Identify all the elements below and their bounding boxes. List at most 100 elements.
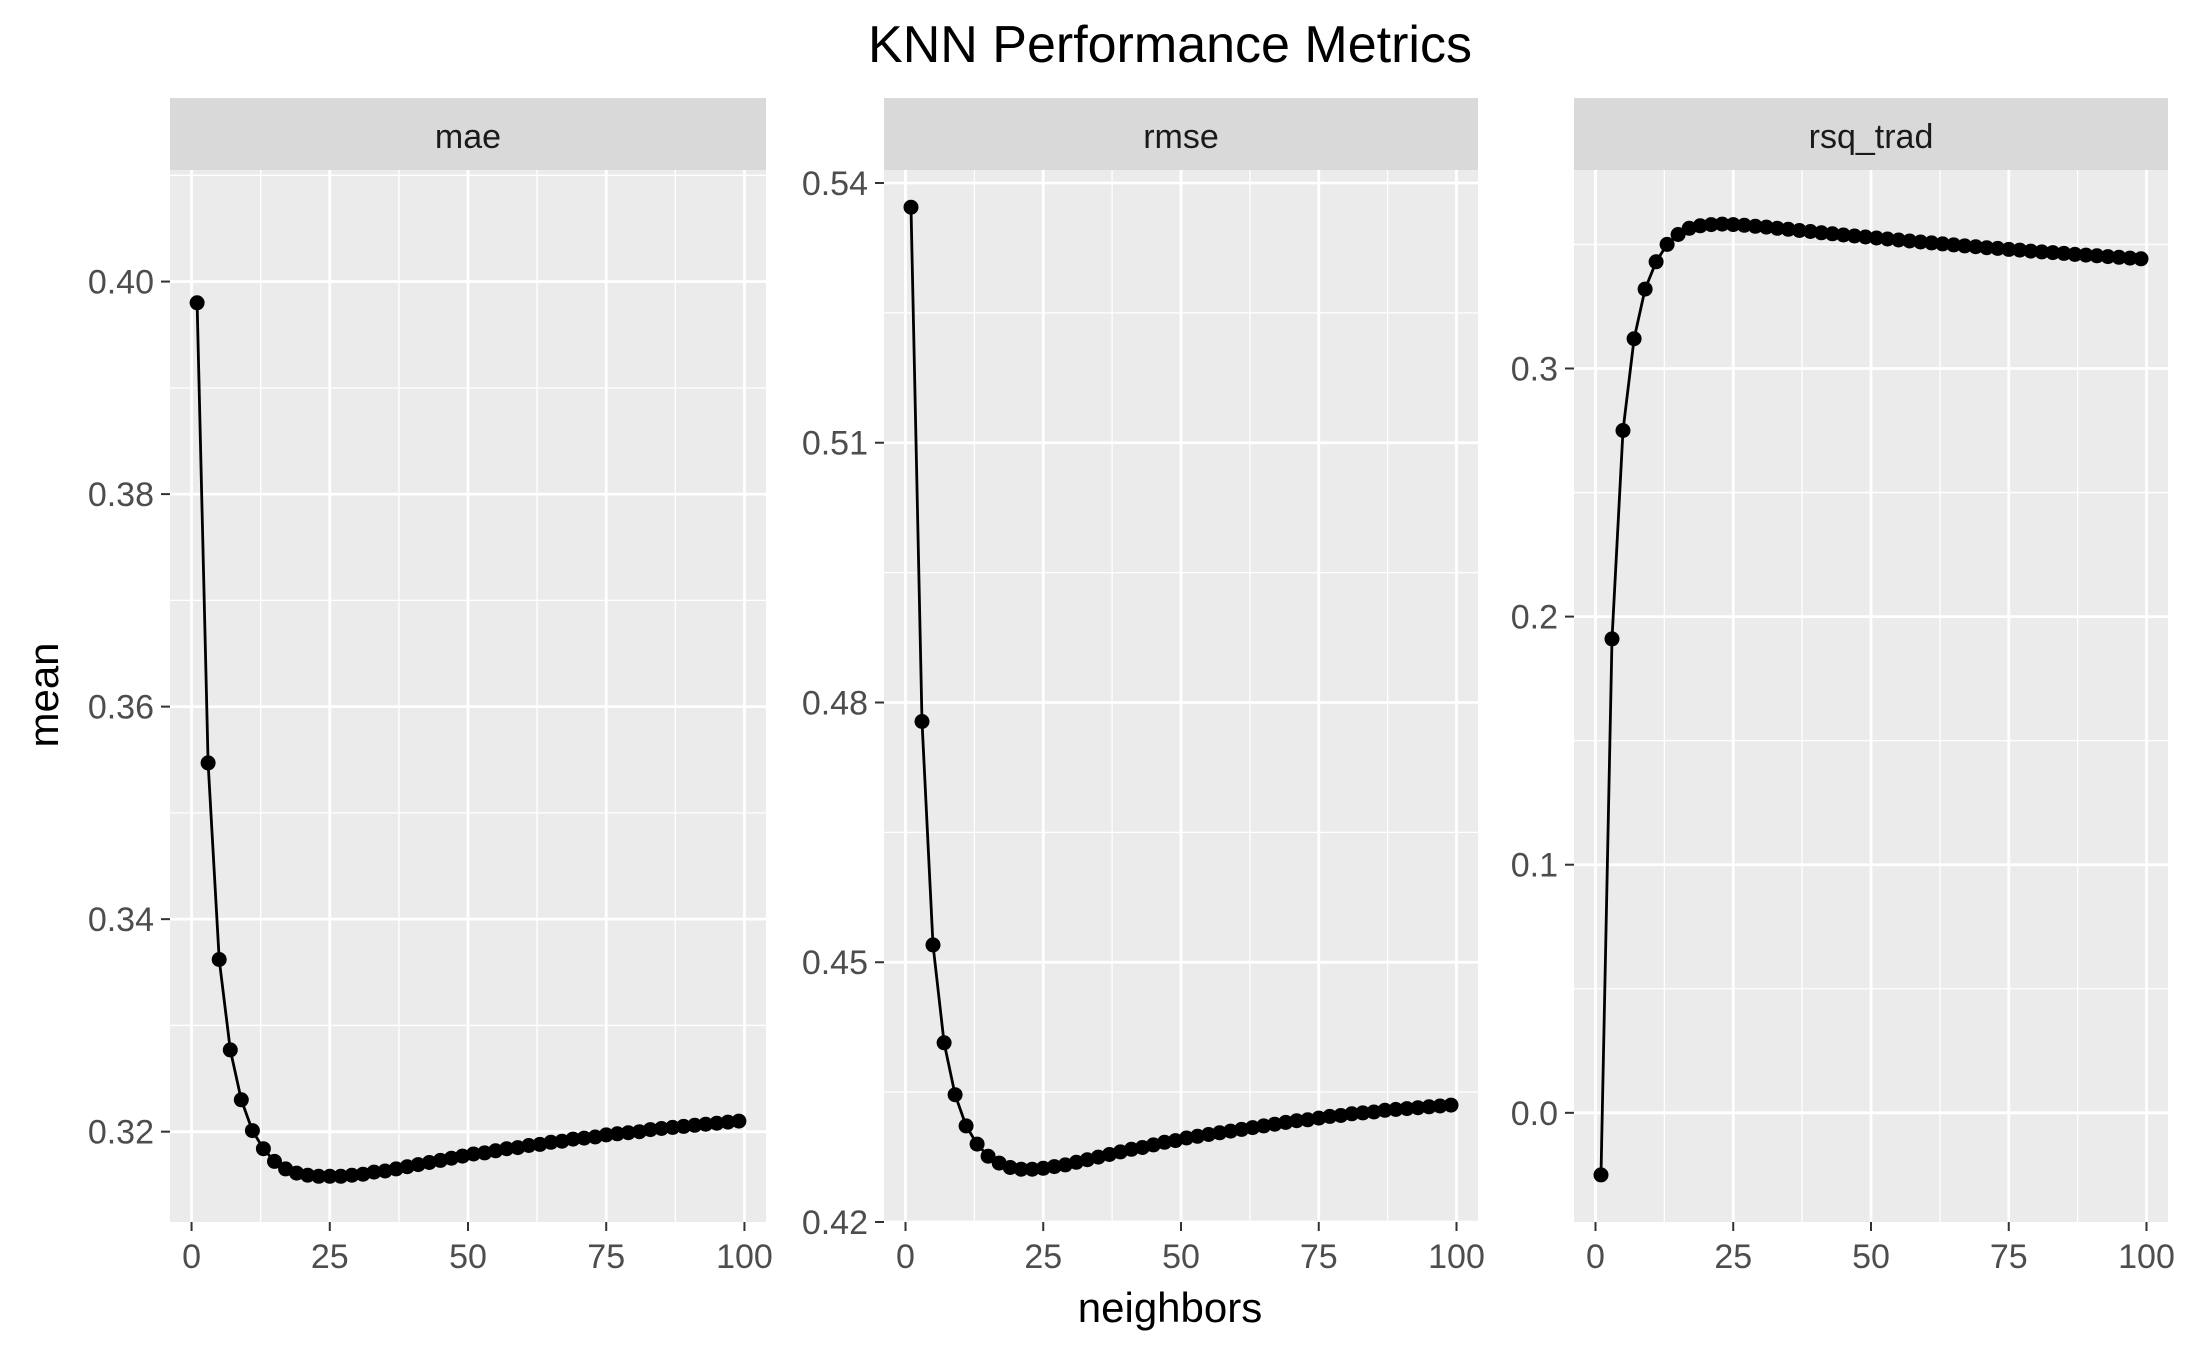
data-point	[1024, 1161, 1040, 1177]
data-point	[1791, 223, 1807, 238]
data-point	[233, 1092, 249, 1108]
data-point	[1157, 1134, 1172, 1150]
data-point	[189, 295, 205, 311]
data-point	[1780, 221, 1796, 237]
data-point	[903, 199, 919, 215]
data-point	[466, 1146, 481, 1162]
data-point	[488, 1143, 504, 1159]
y-tick-label: 0.3	[1511, 350, 1558, 388]
data-point	[421, 1155, 437, 1170]
data-point	[1123, 1141, 1139, 1157]
data-point	[642, 1122, 658, 1138]
data-point	[1703, 217, 1719, 233]
data-point	[1002, 1160, 1018, 1175]
data-point	[1626, 331, 1642, 347]
data-point	[720, 1114, 736, 1130]
data-point	[1913, 234, 1929, 250]
data-point	[698, 1116, 714, 1132]
y-tick-label: 0.32	[88, 1114, 154, 1152]
data-point	[1399, 1101, 1415, 1117]
data-point	[1847, 228, 1862, 244]
x-tick-label: 0	[182, 1238, 201, 1276]
facet-rsq_trad: rsq_trad 0.0 0.1 0.2 0.3 0 25 50 75 100	[1511, 98, 2175, 1276]
facet-strip-label: rmse	[1143, 118, 1219, 156]
data-point	[543, 1134, 559, 1150]
data-point	[598, 1127, 614, 1143]
y-tick-label: 0.36	[88, 689, 154, 727]
data-point	[2012, 242, 2028, 258]
data-point	[609, 1126, 625, 1142]
data-point	[2133, 251, 2149, 267]
data-point	[222, 1042, 238, 1058]
x-tick-label: 75	[1300, 1238, 1338, 1276]
data-point	[1813, 225, 1829, 241]
data-point	[244, 1123, 260, 1139]
data-point	[914, 714, 930, 729]
data-point	[936, 1035, 952, 1051]
data-point	[289, 1165, 305, 1181]
data-point	[1968, 239, 1984, 255]
x-tick-label: 25	[1024, 1238, 1062, 1276]
data-point	[2111, 249, 2127, 265]
data-point	[1366, 1104, 1382, 1120]
data-point	[333, 1168, 349, 1184]
data-point	[1902, 233, 1918, 249]
data-point	[1344, 1106, 1360, 1122]
y-tick-label: 0.42	[802, 1204, 868, 1242]
data-point	[1421, 1099, 1437, 1115]
data-point	[1234, 1121, 1250, 1137]
data-point	[1300, 1112, 1316, 1128]
data-point	[1201, 1127, 1217, 1142]
x-tick-label: 100	[1428, 1238, 1485, 1276]
x-tick-label: 0	[896, 1238, 915, 1276]
data-point	[1593, 1167, 1609, 1183]
data-point	[2078, 247, 2094, 263]
x-tick-label: 25	[1714, 1238, 1752, 1276]
data-point	[1355, 1105, 1371, 1121]
data-point	[2100, 249, 2116, 265]
y-axis-title: mean	[20, 642, 67, 747]
y-tick-label: 0.45	[802, 944, 868, 982]
data-point	[1212, 1125, 1228, 1141]
data-point	[676, 1118, 692, 1134]
data-point	[255, 1141, 271, 1157]
data-point	[1245, 1120, 1261, 1136]
data-point	[1725, 217, 1741, 233]
data-point	[322, 1168, 338, 1184]
x-tick-label: 50	[1852, 1238, 1890, 1276]
data-point	[565, 1131, 581, 1147]
data-point	[2045, 245, 2061, 261]
data-point	[1013, 1161, 1029, 1177]
data-point	[1388, 1101, 1404, 1117]
x-tick-label: 75	[587, 1238, 625, 1276]
data-point	[2023, 243, 2039, 259]
x-tick-label: 25	[311, 1238, 349, 1276]
data-point	[1223, 1123, 1239, 1139]
facet-strip	[884, 98, 1478, 170]
data-point	[1880, 231, 1895, 247]
data-point	[2067, 246, 2083, 262]
data-point	[300, 1167, 316, 1183]
data-point	[410, 1157, 426, 1173]
data-point	[2122, 250, 2138, 266]
x-tick-label: 75	[1990, 1238, 2028, 1276]
data-point	[1659, 236, 1675, 252]
data-point	[665, 1119, 681, 1135]
data-point	[1747, 218, 1763, 234]
data-point	[388, 1161, 404, 1177]
data-point	[200, 755, 216, 771]
data-point	[1035, 1160, 1051, 1176]
y-tick-label: 0.1	[1511, 847, 1558, 885]
data-point	[1924, 235, 1940, 251]
data-point	[1957, 238, 1973, 254]
data-point	[1604, 631, 1620, 647]
data-point	[947, 1087, 963, 1103]
y-tick-label: 0.0	[1511, 1095, 1558, 1133]
data-point	[1637, 281, 1653, 297]
data-point	[1670, 227, 1686, 242]
data-point	[1990, 240, 2006, 256]
data-point	[1333, 1108, 1349, 1123]
data-point	[267, 1153, 282, 1169]
x-tick-label: 100	[716, 1238, 773, 1276]
